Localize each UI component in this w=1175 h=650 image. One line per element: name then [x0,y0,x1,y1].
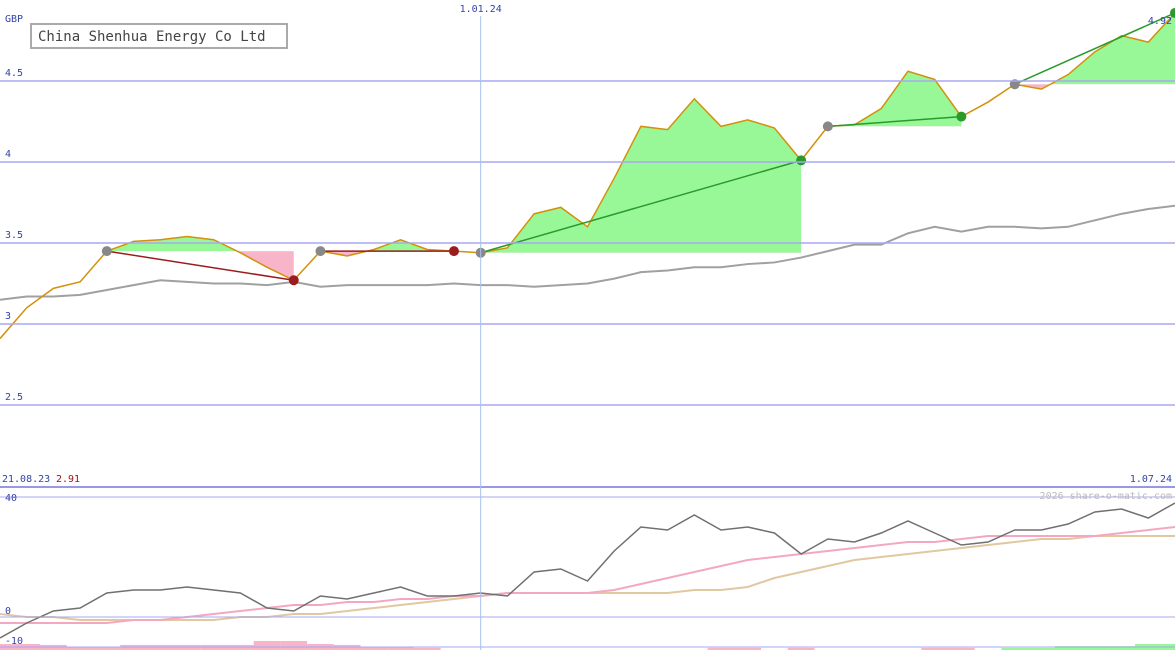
loss-area [106,251,294,281]
gain-area [480,98,802,253]
exit-marker [796,155,807,166]
y-tick-label: -10 [5,636,23,647]
exit-marker [956,111,967,122]
entry-marker [315,246,326,257]
loss-area [320,251,454,256]
title-box [30,23,288,49]
y-tick-label: 40 [5,493,17,504]
line-series [0,526,1175,624]
indicator-panel [0,502,1175,650]
loss-area [1014,84,1175,90]
histogram-bar [787,647,815,650]
line-series [0,204,1175,301]
histogram-bar [1028,647,1055,650]
histogram-bar [921,647,949,650]
trade-line [1014,12,1175,85]
histogram-bar [280,641,308,650]
y-tick-label: 3 [5,311,11,322]
line-series [0,12,1175,340]
exit-marker [1170,7,1175,18]
gain-area [827,71,962,127]
exit-marker [448,246,459,257]
y-tick-label: 3.5 [5,230,23,241]
entry-marker [822,121,833,132]
y-tick-label: 0 [5,606,11,617]
histogram-bar [734,647,762,650]
y-tick-label: 4.5 [5,68,23,79]
watermark: 2026 share-o-matic.com [1040,491,1172,502]
histogram-bar [253,641,281,650]
exit-marker [288,275,299,286]
entry-marker [101,246,112,257]
x-tick-label: 1.07.24 [1130,474,1172,485]
histogram-bar [948,647,975,650]
histogram-bar [413,647,441,650]
histogram-bar [1081,646,1109,650]
chart-title: China Shenhua Energy Co Ltd [38,29,266,45]
histogram-bar [1054,646,1082,650]
histogram-bar [1001,647,1029,650]
histogram-bar [1108,646,1135,650]
trade-line [480,159,802,254]
histogram-bar [387,647,414,650]
axis-unit: GBP [5,14,23,25]
y-tick-label: 4 [5,149,11,160]
line-series [0,502,1175,639]
last-price: 4.92 [1148,16,1172,27]
price-panel [0,7,1175,340]
x-tick-label: 1.01.24 [460,4,502,15]
histogram-bar [707,647,735,650]
trade-line [106,250,294,282]
trade-line [827,115,962,128]
histogram-bar [66,647,94,650]
histogram-bar [93,647,121,650]
first-price: 2.91 [56,474,80,485]
gain-area [1014,12,1175,85]
x-tick-label: 21.08.23 [2,474,50,485]
gain-area [320,239,454,252]
histogram-bar [360,647,388,650]
y-tick-label: 2.5 [5,392,23,403]
